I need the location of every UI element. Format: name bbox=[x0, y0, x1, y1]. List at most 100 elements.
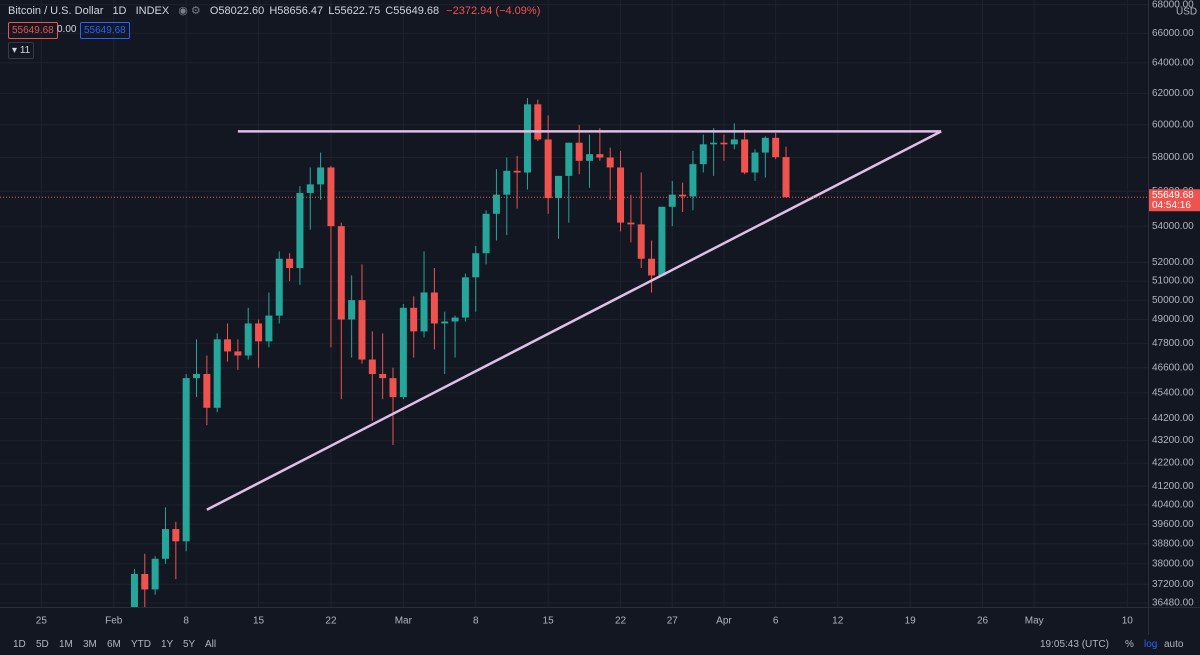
spread: 0.00 bbox=[57, 24, 77, 35]
price-label: 55649.68 bbox=[1152, 190, 1194, 201]
y-tick-label: 38000.00 bbox=[1152, 558, 1194, 569]
ohlc-close: C55649.68 bbox=[385, 5, 440, 17]
y-tick-label: 45400.00 bbox=[1152, 387, 1194, 398]
x-tick-label: 19 bbox=[905, 616, 917, 627]
y-tick-label: 39600.00 bbox=[1152, 519, 1194, 530]
y-tick-label: 51000.00 bbox=[1152, 276, 1194, 287]
candle-body bbox=[379, 373, 387, 379]
countdown: 04:54:16 bbox=[1152, 200, 1191, 211]
candle-body bbox=[720, 142, 728, 145]
candle-body bbox=[255, 323, 263, 342]
range-button[interactable]: 6M bbox=[107, 639, 121, 650]
y-tick-label: 44200.00 bbox=[1152, 413, 1194, 424]
candle-body bbox=[586, 154, 594, 161]
buy-box[interactable]: 55649.68 bbox=[80, 22, 130, 39]
candle-body bbox=[751, 152, 759, 173]
range-button[interactable]: 5D bbox=[36, 639, 49, 650]
x-tick-label: 25 bbox=[36, 616, 48, 627]
candle-body bbox=[772, 137, 780, 158]
x-tick-label: 12 bbox=[832, 616, 844, 627]
plot-area bbox=[0, 0, 1148, 607]
candle-body bbox=[699, 144, 707, 165]
y-tick-label: 60000.00 bbox=[1152, 120, 1194, 131]
candle-body bbox=[513, 170, 521, 173]
candle-body bbox=[286, 258, 294, 268]
range-button[interactable]: 3M bbox=[83, 639, 97, 650]
candle-body bbox=[544, 139, 552, 199]
candle-body bbox=[503, 170, 511, 195]
candle-body bbox=[451, 317, 459, 322]
y-tick-label: 43200.00 bbox=[1152, 435, 1194, 446]
x-tick-label: Feb bbox=[105, 616, 123, 627]
candle-body bbox=[151, 558, 159, 590]
candle-body bbox=[389, 378, 397, 398]
trend-line bbox=[206, 130, 942, 511]
candle-body bbox=[348, 300, 356, 320]
eye-icon[interactable]: ◉ ⚙ bbox=[178, 5, 201, 17]
candle-body bbox=[358, 300, 366, 360]
candle-body bbox=[689, 164, 697, 197]
plot bbox=[0, 0, 1148, 607]
candle-body bbox=[565, 142, 573, 176]
sell-box[interactable]: 55649.68 bbox=[8, 22, 58, 39]
candle-body bbox=[710, 142, 718, 145]
y-tick-label: 58000.00 bbox=[1152, 152, 1194, 163]
y-tick-label: 46600.00 bbox=[1152, 362, 1194, 373]
candle-body bbox=[203, 373, 211, 408]
x-tick-label: 10 bbox=[1122, 616, 1134, 627]
log-toggle[interactable]: log bbox=[1144, 639, 1158, 650]
candle-body bbox=[627, 222, 635, 225]
x-tick-label: 22 bbox=[325, 616, 337, 627]
candle-body bbox=[213, 339, 221, 408]
candle-body bbox=[596, 154, 604, 158]
range-button[interactable]: 1D bbox=[13, 639, 26, 650]
candle-body bbox=[296, 192, 304, 268]
x-tick-label: May bbox=[1025, 616, 1044, 627]
candle-body bbox=[761, 137, 769, 153]
x-tick-label: 8 bbox=[473, 616, 479, 627]
candle-body bbox=[244, 323, 252, 356]
change: −2372.94 (−4.09%) bbox=[446, 5, 541, 17]
candle-body bbox=[130, 573, 138, 607]
candle-body bbox=[730, 139, 738, 145]
ohlc-high: H58656.47 bbox=[269, 5, 324, 17]
y-tick-label: 54000.00 bbox=[1152, 221, 1194, 232]
candle-body bbox=[306, 184, 314, 193]
auto-toggle[interactable]: auto bbox=[1164, 639, 1184, 650]
ohlc-open: O58022.60 bbox=[209, 5, 265, 17]
y-tick-label: 66000.00 bbox=[1152, 28, 1194, 39]
candle-body bbox=[182, 378, 190, 542]
range-button[interactable]: 1M bbox=[59, 639, 73, 650]
candle-body bbox=[492, 194, 500, 214]
clock: 19:05:43 (UTC) bbox=[1040, 639, 1109, 650]
y-tick-label: 64000.00 bbox=[1152, 58, 1194, 69]
candle-body bbox=[410, 307, 418, 332]
y-tick-label: 38800.00 bbox=[1152, 538, 1194, 549]
candle-body bbox=[668, 194, 676, 207]
candle-body bbox=[658, 206, 666, 276]
range-button[interactable]: 1Y bbox=[161, 639, 174, 650]
price-label-box bbox=[1149, 189, 1200, 212]
candle-body bbox=[317, 167, 325, 185]
y-tick-label: 68000.00 bbox=[1152, 0, 1194, 10]
candle-body bbox=[617, 167, 625, 223]
indicator-count: 11 bbox=[19, 45, 31, 56]
range-button[interactable]: 5Y bbox=[183, 639, 196, 650]
range-button[interactable]: YTD bbox=[131, 639, 151, 650]
indicator-toggle[interactable]: ▾ 11 bbox=[8, 42, 35, 59]
candle-body bbox=[430, 292, 438, 324]
y-tick-label: 62000.00 bbox=[1152, 88, 1194, 99]
y-tick-label: 47800.00 bbox=[1152, 338, 1194, 349]
candle-body bbox=[275, 258, 283, 316]
x-tick-label: 22 bbox=[615, 616, 627, 627]
percent-toggle[interactable]: % bbox=[1125, 639, 1134, 650]
x-tick-label: 27 bbox=[667, 616, 679, 627]
candle-body bbox=[420, 292, 428, 332]
candle-body bbox=[741, 139, 749, 173]
candle-body bbox=[461, 277, 469, 318]
x-tick-label: 15 bbox=[253, 616, 265, 627]
legend: Bitcoin / U.S. Dollar 1D INDEX ◉ ⚙ O5802… bbox=[8, 4, 546, 17]
y-tick-label: 37200.00 bbox=[1152, 579, 1194, 590]
y-tick-label: 36480.00 bbox=[1152, 598, 1194, 609]
range-button[interactable]: All bbox=[205, 639, 217, 650]
